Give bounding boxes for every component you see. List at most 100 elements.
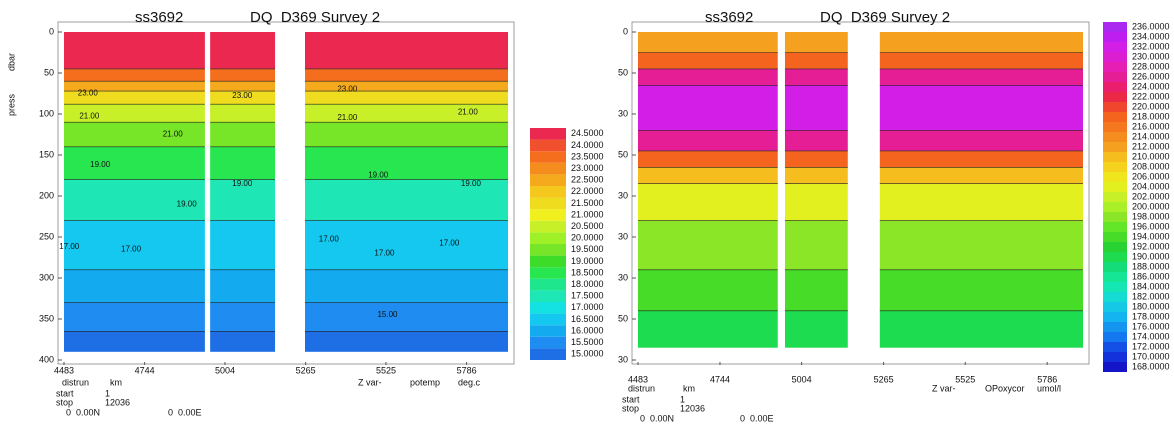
colorbar-cell — [1103, 282, 1127, 292]
y-tick-label: 150 — [39, 149, 54, 159]
colorbar-cell — [1103, 262, 1127, 272]
field-band — [879, 150, 1083, 168]
contour-label: 17.00 — [319, 235, 340, 244]
colorbar-label: 174.0000 — [1132, 331, 1170, 341]
colorbar-cell — [530, 313, 566, 326]
field-band — [64, 146, 205, 180]
colorbar-cell — [530, 151, 566, 163]
colorbar-label: 15.0000 — [571, 349, 604, 359]
contour-label: 19.00 — [90, 160, 111, 169]
field-band — [210, 179, 276, 221]
field-band — [64, 179, 205, 221]
colorbar-label: 218.0000 — [1132, 111, 1170, 121]
colorbar-cell — [530, 186, 566, 198]
colorbar-label: 190.0000 — [1132, 251, 1170, 261]
x-axis-label: distrun — [62, 377, 89, 387]
field-band — [210, 68, 276, 82]
colorbar-cell — [530, 325, 566, 337]
colorbar-label: 180.0000 — [1132, 301, 1170, 311]
field-band — [64, 122, 205, 147]
field-band — [784, 52, 848, 69]
colorbar-cell — [1103, 112, 1127, 122]
colorbar-cell — [1103, 322, 1127, 332]
colorbar-label: 222.0000 — [1132, 91, 1170, 101]
field-band — [210, 122, 276, 147]
colorbar-label: 19.0000 — [571, 256, 604, 266]
x-axis-unit: km — [110, 377, 122, 387]
y-tick-label: 350 — [39, 313, 54, 323]
colorbar-cell — [530, 290, 566, 302]
colorbar-label: 228.0000 — [1132, 61, 1170, 71]
x-tick-label: 4483 — [628, 374, 648, 384]
field-band — [638, 150, 778, 168]
colorbar-label: 22.5000 — [571, 175, 604, 185]
field-band — [64, 32, 205, 69]
colorbar-label: 19.5000 — [571, 244, 604, 254]
contour-label: 21.00 — [79, 112, 100, 121]
colorbar-label: 21.0000 — [571, 209, 604, 219]
field-band — [879, 269, 1083, 311]
field-band — [305, 81, 508, 92]
colorbar-cell — [530, 302, 566, 314]
field-band — [210, 32, 276, 69]
contour-label: 19.00 — [461, 179, 482, 188]
colorbar-label: 198.0000 — [1132, 211, 1170, 221]
colorbar-label: 192.0000 — [1132, 241, 1170, 251]
field-band — [784, 167, 848, 184]
field-band — [638, 32, 778, 53]
colorbar-cell — [1103, 52, 1127, 62]
colorbar-cell — [1103, 292, 1127, 302]
colorbar-cell — [1103, 352, 1127, 362]
colorbar-label: 24.0000 — [571, 140, 604, 150]
x-tick-label: 5525 — [955, 374, 975, 384]
y-tick-label: 100 — [39, 108, 54, 118]
field-band — [638, 130, 778, 151]
colorbar-cell — [1103, 252, 1127, 262]
colorbar-cell — [530, 220, 566, 233]
contour-label: 19.00 — [368, 171, 389, 180]
contour-label: 19.00 — [232, 179, 253, 188]
variable-name: OPoxycor — [985, 383, 1025, 393]
colorbar-cell — [530, 336, 566, 349]
colorbar-cell — [1103, 222, 1127, 232]
colorbar-label: 212.0000 — [1132, 141, 1170, 151]
y-tick-label: 50 — [44, 67, 54, 77]
field-band — [879, 220, 1083, 270]
y-tick-label: 250 — [39, 231, 54, 241]
colorbar-label: 24.5000 — [571, 128, 604, 138]
field-band — [210, 269, 276, 303]
colorbar-cell — [1103, 62, 1127, 72]
field-band — [784, 68, 848, 86]
colorbar-cell — [1103, 232, 1127, 242]
colorbar-cell — [1103, 312, 1127, 322]
colorbar-cell — [530, 255, 566, 268]
latitude: 0 0.00N — [640, 413, 674, 423]
stop-label: stop — [622, 403, 639, 413]
colorbar-cell — [530, 267, 566, 279]
colorbar-label: 236.0000 — [1132, 21, 1170, 31]
colorbar-label: 220.0000 — [1132, 101, 1170, 111]
longitude: 0 0.00E — [168, 407, 202, 417]
colorbar-cell — [1103, 242, 1127, 252]
colorbar-label: 194.0000 — [1132, 231, 1170, 241]
colorbar-cell — [530, 197, 566, 210]
field-band — [210, 81, 276, 92]
field-band — [784, 130, 848, 151]
field-band — [638, 85, 778, 131]
field-band — [879, 130, 1083, 151]
field-band — [210, 302, 276, 332]
field-band — [305, 331, 508, 352]
colorbar-cell — [1103, 152, 1127, 162]
contour-label: 21.00 — [163, 130, 184, 139]
colorbar-cell — [1103, 192, 1127, 202]
latitude: 0 0.00N — [66, 407, 100, 417]
field-band — [64, 302, 205, 332]
chart-title-id: ss3692 — [705, 9, 753, 26]
colorbar-label: 182.0000 — [1132, 291, 1170, 301]
colorbar-label: 23.0000 — [571, 163, 604, 173]
y-tick-label: 30 — [618, 272, 628, 282]
colorbar-cell — [1103, 32, 1127, 42]
field-band — [784, 269, 848, 311]
colorbar-label: 184.0000 — [1132, 281, 1170, 291]
